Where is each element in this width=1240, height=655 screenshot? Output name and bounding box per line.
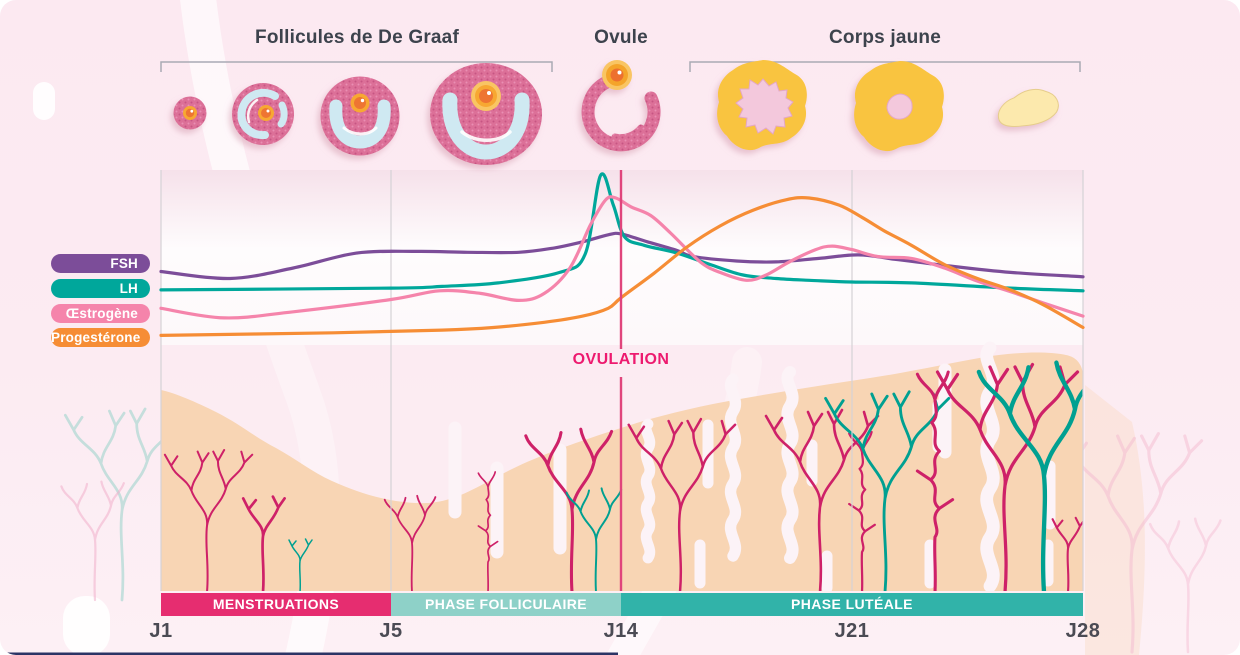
phase-bar-phase-lut-ale: PHASE LUTÉALE (621, 593, 1083, 616)
white-pill-glands (694, 399, 1056, 591)
day-gridlines (160, 170, 1084, 591)
follicles-bracket (160, 61, 553, 72)
curve-progestrone (159, 196, 1085, 337)
legend-pill-fsh: FSH (51, 254, 150, 273)
day-label-j14: J14 (603, 620, 639, 642)
faded-endometrium-right (1085, 385, 1145, 655)
white-pill-decoration (63, 596, 110, 655)
ovule-illustration (581, 60, 661, 152)
white-pill-decoration (33, 82, 55, 120)
corpus-luteum-3-regressing (997, 88, 1059, 127)
legend-pill-strogne: Œstrogène (51, 303, 150, 323)
legend-pill-lh: LH (51, 278, 150, 298)
hormone-curves (159, 172, 1085, 337)
legend-pill-progestrone: Progestérone (51, 328, 150, 348)
section-title-follicles: Follicules de De Graaf (255, 27, 459, 48)
curve-strogne (159, 195, 1085, 320)
faded-vessel (1148, 517, 1222, 654)
day-label-j21: J21 (834, 620, 870, 642)
faded-outer-tissue (60, 385, 1222, 655)
corpus-luteum-1 (717, 60, 807, 151)
phase-bar-phase-folliculaire: PHASE FOLLICULAIRE (391, 593, 621, 616)
section-title-ovule: Ovule (594, 27, 648, 48)
follicle-stage-4-de-graaf (430, 63, 542, 165)
faded-vessel (60, 480, 125, 602)
day-label-j28: J28 (1065, 620, 1101, 642)
follicle-stage-2 (232, 83, 294, 145)
phase-bar-menstruations: MENSTRUATIONS (161, 593, 391, 616)
released-egg (602, 60, 632, 90)
bottom-border-line (0, 652, 618, 655)
ovulation-label: OVULATION (572, 351, 670, 368)
corpus-luteum-bracket (689, 61, 1081, 72)
section-brackets (160, 61, 1081, 72)
corpus-luteum-2 (854, 61, 944, 152)
section-title-corpus-luteum: Corps jaune (829, 27, 941, 48)
day-label-j5: J5 (379, 620, 403, 642)
follicle-stage-1 (173, 96, 207, 130)
follicle-development-row (173, 60, 1059, 165)
day-label-j1: J1 (149, 620, 173, 642)
curve-lh (159, 172, 1085, 293)
follicle-stage-3 (320, 76, 400, 156)
